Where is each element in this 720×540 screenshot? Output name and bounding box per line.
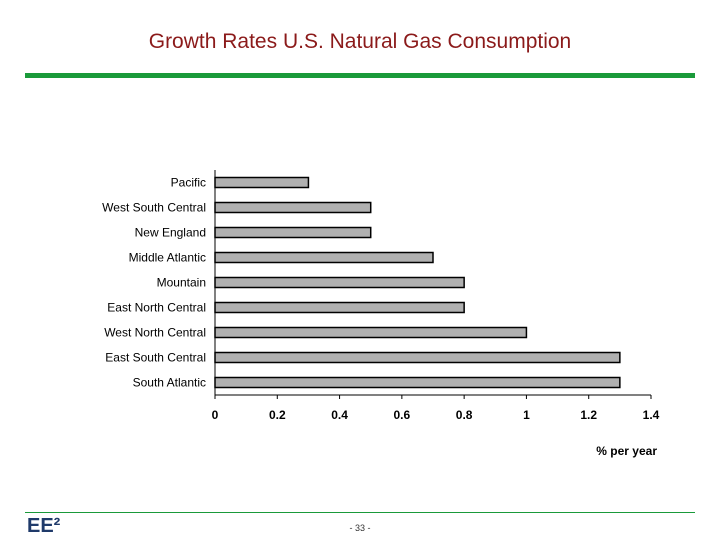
title-accent-bar [25,73,695,78]
x-tick-label: 0.2 [269,408,286,422]
bar-middle-atlantic [214,251,434,264]
x-axis-label: % per year [596,444,657,458]
x-tick-label: 0.8 [456,408,473,422]
x-tick-label: 0.4 [331,408,348,422]
category-label: West South Central [102,201,206,215]
category-label: Pacific [171,176,206,190]
category-label: East South Central [105,351,206,365]
category-label: West North Central [104,326,206,340]
category-label: Mountain [157,276,206,290]
footer-divider [25,512,695,513]
category-label: East North Central [107,301,206,315]
ee2-logo: EE² [27,515,61,537]
bar-east-south-central [214,351,621,364]
bar-east-north-central [214,301,465,314]
bar-mountain [214,276,465,289]
x-tick-label: 0.6 [394,408,411,422]
x-tick-label: 1.2 [580,408,597,422]
x-tick-label: 1 [523,408,530,422]
bar-pacific [214,176,310,189]
slide-title: Growth Rates U.S. Natural Gas Consumptio… [148,30,572,53]
x-tick-label: 0 [212,408,219,422]
x-tick-label: 1.4 [643,408,660,422]
category-label: New England [135,226,206,240]
category-label: Middle Atlantic [129,251,206,265]
bar-south-atlantic [214,376,621,389]
page-number: - 33 - [349,523,371,533]
category-label: South Atlantic [133,376,206,390]
bar-new-england [214,226,372,239]
bar-west-south-central [214,201,372,214]
bar-west-north-central [214,326,528,339]
